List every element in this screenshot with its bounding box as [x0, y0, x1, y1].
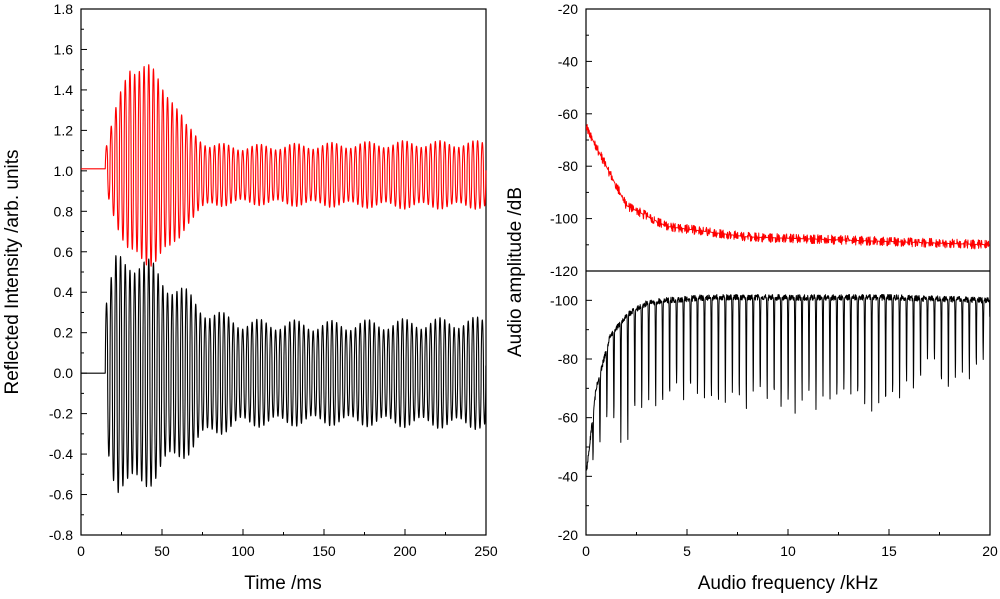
- right-bottom-y-tick-label: -100: [550, 292, 578, 308]
- left-y-tick-label: 0.2: [54, 325, 74, 341]
- right-series-red-spectrum: [585, 124, 991, 250]
- right-x-tick-label: 0: [582, 543, 590, 559]
- left-y-tick-label: -0.2: [49, 406, 73, 422]
- left-series-black-line: [80, 255, 487, 494]
- left-axis-ticks: 0 50 100 150 200 250 -0.8 -0.6 -0.4 -0.2 0.0 0.2 0.4…: [49, 1, 498, 559]
- left-x-tick-label: 50: [154, 543, 170, 559]
- right-top-y-tick-label: -60: [558, 106, 578, 122]
- left-x-tick-label: 150: [312, 543, 336, 559]
- right-y-axis-title: Audio amplitude /dB: [505, 187, 526, 357]
- left-y-tick-label: 0.6: [54, 244, 74, 260]
- right-bottom-y-tick-label: -60: [558, 410, 578, 426]
- right-plot-frame: [585, 8, 991, 536]
- left-chart: 0 50 100 150 200 250 -0.8 -0.6 -0.4 -0.2 0.0 0.2 0.4…: [2, 1, 498, 594]
- left-series-group: [80, 64, 487, 494]
- left-y-tick-label: -0.4: [49, 446, 73, 462]
- right-series-black-spectrum: [586, 293, 991, 471]
- left-x-tick-label: 200: [393, 543, 417, 559]
- left-y-tick-label: 0.0: [54, 365, 74, 381]
- right-bottom-y-tick-label: -80: [558, 351, 578, 367]
- left-plot-frame: [80, 8, 487, 536]
- left-y-tick-label: 0.4: [54, 284, 74, 300]
- left-y-tick-label: 1.2: [54, 122, 74, 138]
- right-x-tick-label: 20: [982, 543, 998, 559]
- right-top-y-tick-label: -80: [558, 158, 578, 174]
- right-x-tick-label: 5: [683, 543, 691, 559]
- left-x-tick-label: 100: [231, 543, 255, 559]
- right-x-tick-label: 10: [780, 543, 796, 559]
- right-bottom-y-tick-label: -20: [558, 527, 578, 543]
- right-top-y-tick-label: -20: [558, 1, 578, 17]
- right-series-group: [585, 124, 991, 471]
- right-bottom-y-tick-label: -40: [558, 468, 578, 484]
- right-x-axis-title: Audio frequency /kHz: [698, 573, 879, 594]
- left-y-tick-label: -0.8: [49, 527, 73, 543]
- left-series-red-line: [80, 64, 487, 267]
- left-x-tick-label: 250: [474, 543, 498, 559]
- left-y-tick-label: -0.6: [49, 487, 73, 503]
- left-y-tick-label: 1.0: [54, 163, 74, 179]
- left-y-tick-label: 1.4: [54, 82, 74, 98]
- right-top-y-tick-label: -40: [558, 53, 578, 69]
- right-top-y-tick-label: -100: [550, 211, 578, 227]
- right-top-y-tick-label: -120: [550, 263, 578, 279]
- left-y-tick-label: 1.8: [54, 1, 74, 17]
- left-x-axis-title: Time /ms: [244, 573, 321, 594]
- left-x-tick-label: 0: [77, 543, 85, 559]
- left-y-tick-label: 0.8: [54, 203, 74, 219]
- left-y-axis-title: Reflected Intensity /arb. units: [2, 149, 23, 394]
- right-chart: 0 5 10 15 20 -20 -40 -60 -80 -100 -120 -100 -80 -60 -4…: [505, 1, 998, 594]
- left-y-tick-label: 1.6: [54, 41, 74, 57]
- right-x-tick-label: 15: [881, 543, 897, 559]
- right-axis-ticks: 0 5 10 15 20 -20 -40 -60 -80 -100 -120 -100 -80 -60 -4…: [550, 1, 998, 559]
